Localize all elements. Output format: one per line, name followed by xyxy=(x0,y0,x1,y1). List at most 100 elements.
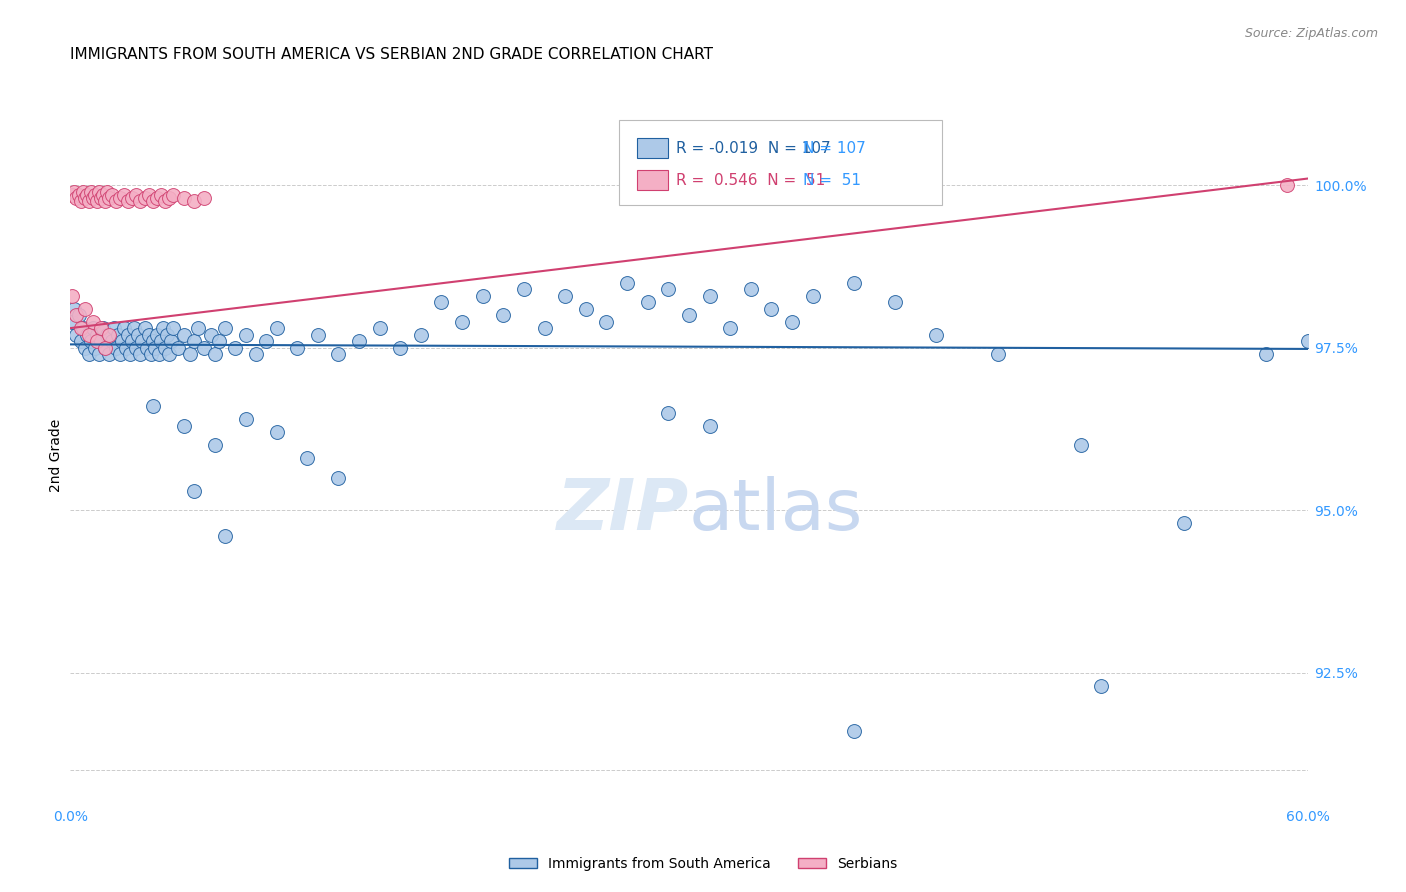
Point xyxy=(347,334,370,348)
Point xyxy=(84,341,107,355)
Point xyxy=(328,347,350,361)
Point xyxy=(801,288,824,302)
Point xyxy=(780,315,803,329)
Point xyxy=(84,187,107,202)
Point xyxy=(842,276,865,290)
Point xyxy=(89,185,111,199)
Point xyxy=(127,327,149,342)
Point xyxy=(1275,178,1298,192)
Point xyxy=(96,185,118,199)
Point xyxy=(122,321,145,335)
Point xyxy=(63,301,86,316)
Point xyxy=(100,334,122,348)
Point xyxy=(884,295,907,310)
Point xyxy=(162,321,184,335)
Point xyxy=(157,191,180,205)
Point xyxy=(138,187,160,202)
Point xyxy=(129,347,152,361)
Point xyxy=(162,187,184,202)
Text: R = -0.019  N = 107: R = -0.019 N = 107 xyxy=(676,141,831,155)
Point xyxy=(699,418,721,433)
Point xyxy=(72,321,94,335)
Point xyxy=(120,347,142,361)
Point xyxy=(94,194,117,209)
Point xyxy=(98,347,121,361)
Point xyxy=(67,187,90,202)
Point xyxy=(166,341,188,355)
Point xyxy=(451,315,474,329)
Point xyxy=(214,321,236,335)
Point xyxy=(235,412,257,426)
Point xyxy=(842,178,865,192)
Point xyxy=(117,327,139,342)
Point xyxy=(761,301,783,316)
Point xyxy=(200,327,222,342)
Point xyxy=(107,327,129,342)
Point xyxy=(60,315,83,329)
Point xyxy=(125,187,148,202)
Text: atlas: atlas xyxy=(689,476,863,545)
Point xyxy=(91,187,114,202)
Point xyxy=(112,321,135,335)
Point xyxy=(148,347,170,361)
Point xyxy=(86,327,108,342)
Point xyxy=(90,321,112,335)
Point xyxy=(65,308,87,322)
Point xyxy=(72,185,94,199)
Text: N = 107: N = 107 xyxy=(803,141,866,155)
Point xyxy=(183,194,205,209)
Point xyxy=(657,282,679,296)
Point xyxy=(89,347,111,361)
Point xyxy=(150,187,173,202)
Point xyxy=(142,399,165,413)
Point xyxy=(115,341,138,355)
Point xyxy=(91,321,114,335)
Point xyxy=(183,334,205,348)
Point xyxy=(139,347,162,361)
Point xyxy=(104,194,127,209)
Point xyxy=(98,191,121,205)
Point xyxy=(616,276,638,290)
Point xyxy=(134,191,156,205)
Point xyxy=(129,194,152,209)
Point xyxy=(513,282,536,296)
Point xyxy=(117,194,139,209)
Point xyxy=(67,308,90,322)
Point xyxy=(111,334,134,348)
Point xyxy=(235,327,257,342)
Point xyxy=(146,327,169,342)
Point xyxy=(173,327,195,342)
Point xyxy=(328,471,350,485)
Point xyxy=(285,341,308,355)
Point xyxy=(104,341,127,355)
Point xyxy=(112,187,135,202)
Point xyxy=(103,321,125,335)
Point xyxy=(842,724,865,739)
Point xyxy=(492,308,515,322)
Point xyxy=(595,315,617,329)
Point xyxy=(108,191,131,205)
Point xyxy=(121,191,143,205)
Text: IMMIGRANTS FROM SOUTH AMERICA VS SERBIAN 2ND GRADE CORRELATION CHART: IMMIGRANTS FROM SOUTH AMERICA VS SERBIAN… xyxy=(70,47,713,62)
Text: Source: ZipAtlas.com: Source: ZipAtlas.com xyxy=(1244,27,1378,40)
Point xyxy=(266,425,288,439)
Point xyxy=(637,295,659,310)
Point xyxy=(173,191,195,205)
Point xyxy=(187,321,209,335)
Point xyxy=(1296,334,1319,348)
Point xyxy=(157,347,180,361)
Point xyxy=(60,288,83,302)
Point xyxy=(183,483,205,498)
Point xyxy=(1256,347,1278,361)
Point xyxy=(135,341,157,355)
Point xyxy=(65,191,87,205)
Point xyxy=(430,295,453,310)
Point xyxy=(266,321,288,335)
Point xyxy=(146,191,169,205)
Point xyxy=(214,529,236,543)
Point xyxy=(471,288,494,302)
Point xyxy=(73,341,96,355)
Point xyxy=(987,347,1010,361)
Point xyxy=(80,334,103,348)
Point xyxy=(121,334,143,348)
